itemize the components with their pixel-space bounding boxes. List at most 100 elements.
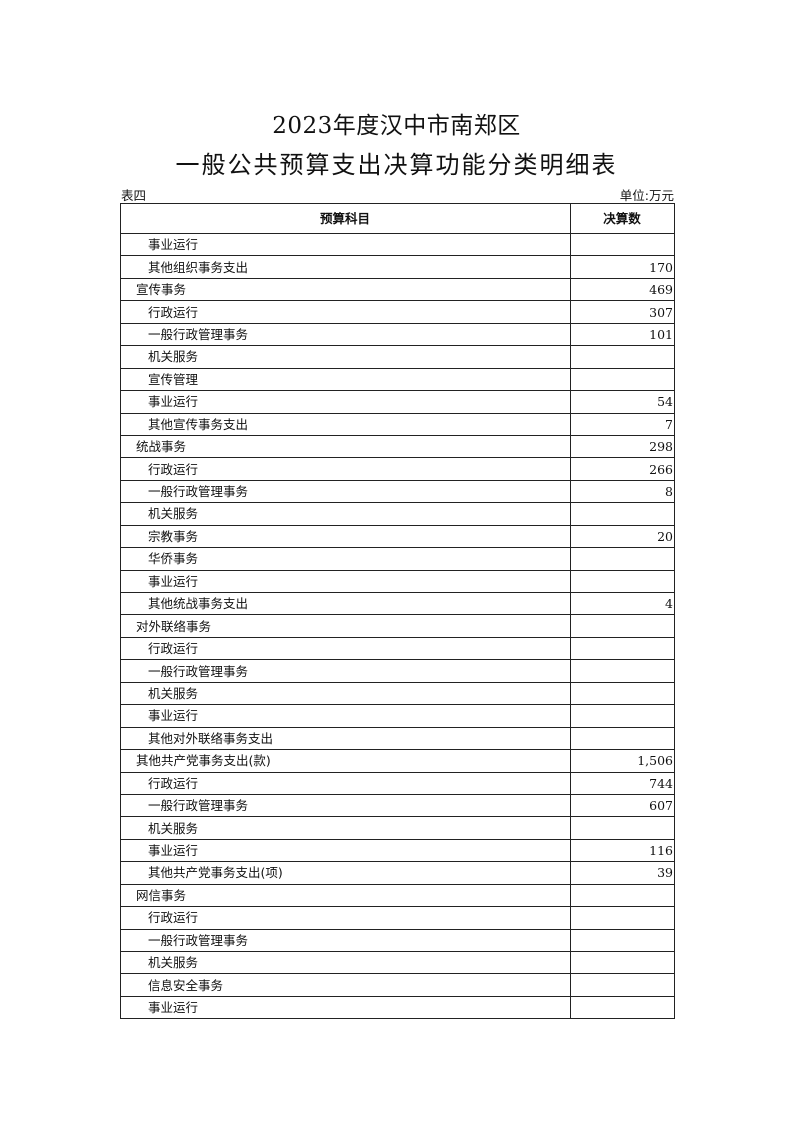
table-row: 机关服务: [120, 502, 675, 526]
row-amount: 170: [570, 255, 675, 279]
row-amount: [570, 681, 675, 706]
row-amount: [570, 928, 675, 953]
row-item-name: 机关服务: [120, 681, 571, 706]
table-row: 行政运行 744: [120, 771, 675, 795]
row-amount: [570, 569, 675, 594]
table-row: 机关服务: [120, 345, 675, 369]
row-amount: 8: [570, 479, 675, 504]
row-item-name: 一般行政管理事务: [120, 659, 571, 683]
document-title: 2023年度汉中市南郑区: [272, 113, 521, 139]
row-amount: [570, 502, 675, 526]
row-item-name: 行政运行: [120, 457, 571, 481]
row-item-name: 其他共产党事务支出(款): [120, 749, 571, 773]
row-item-name: 其他共产党事务支出(项): [120, 861, 571, 885]
row-item-name: 一般行政管理事务: [120, 479, 571, 504]
row-amount: 266: [570, 457, 675, 481]
table-row: 事业运行 54: [120, 390, 675, 414]
table-row: 其他宣传事务支出 7: [120, 412, 675, 436]
row-amount: 298: [570, 434, 675, 459]
row-amount: 116: [570, 838, 675, 863]
document-subtitle: 一般公共预算支出决算功能分类明细表: [175, 151, 618, 179]
table-row: 其他对外联络事务支出: [120, 726, 675, 751]
table-row: 行政运行 266: [120, 457, 675, 481]
row-item-name: 网信事务: [120, 883, 571, 908]
table-row: 一般行政管理事务: [120, 659, 675, 683]
row-item-name: 行政运行: [120, 771, 571, 795]
table-row: 事业运行: [120, 704, 675, 728]
table-row: 统战事务 298: [120, 434, 675, 459]
table-row: 事业运行: [120, 995, 675, 1020]
row-amount: [570, 726, 675, 751]
table-row: 其他组织事务支出 170: [120, 255, 675, 279]
table-row: 机关服务: [120, 816, 675, 840]
row-amount: [570, 659, 675, 683]
row-amount: [570, 883, 675, 908]
table-header-row: 预算科目 决算数: [120, 203, 675, 234]
row-item-name: 事业运行: [120, 569, 571, 594]
table-row: 其他共产党事务支出(项) 39: [120, 861, 675, 885]
row-amount: [570, 547, 675, 571]
row-amount: 101: [570, 322, 675, 347]
row-item-name: 机关服务: [120, 816, 571, 840]
row-item-name: 其他统战事务支出: [120, 591, 571, 616]
row-amount: [570, 816, 675, 840]
table-row: 一般行政管理事务: [120, 928, 675, 953]
table-row: 宣传事务 469: [120, 277, 675, 302]
row-amount: [570, 232, 675, 257]
row-amount: [570, 704, 675, 728]
row-item-name: 事业运行: [120, 390, 571, 414]
row-item-name: 行政运行: [120, 636, 571, 661]
row-amount: [570, 950, 675, 975]
row-item-name: 宣传管理: [120, 367, 571, 392]
table-row: 行政运行: [120, 636, 675, 661]
row-item-name: 统战事务: [120, 434, 571, 459]
row-item-name: 一般行政管理事务: [120, 793, 571, 818]
table-row: 行政运行: [120, 906, 675, 930]
row-item-name: 事业运行: [120, 232, 571, 257]
row-amount: 4: [570, 591, 675, 616]
row-amount: [570, 345, 675, 369]
row-amount: [570, 906, 675, 930]
row-amount: 307: [570, 300, 675, 324]
row-item-name: 华侨事务: [120, 547, 571, 571]
table-row: 宗教事务 20: [120, 524, 675, 549]
row-amount: [570, 973, 675, 997]
row-item-name: 其他组织事务支出: [120, 255, 571, 279]
row-amount: 1,506: [570, 749, 675, 773]
row-item-name: 机关服务: [120, 345, 571, 369]
row-item-name: 事业运行: [120, 838, 571, 863]
expenditure-table: 预算科目 决算数 事业运行 其他组织事务支出 170 宣传事务 469 行政运行 307 一般…: [120, 203, 675, 1020]
table-row: 对外联络事务: [120, 614, 675, 638]
row-item-name: 其他对外联络事务支出: [120, 726, 571, 751]
table-row: 宣传管理: [120, 367, 675, 392]
table-row: 事业运行: [120, 569, 675, 594]
table-row: 一般行政管理事务 8: [120, 479, 675, 504]
table-row: 一般行政管理事务 101: [120, 322, 675, 347]
table-row: 信息安全事务: [120, 973, 675, 997]
table-row: 其他统战事务支出 4: [120, 591, 675, 616]
column-header-amount: 决算数: [570, 203, 675, 234]
row-item-name: 事业运行: [120, 995, 571, 1020]
table-row: 机关服务: [120, 950, 675, 975]
row-amount: 7: [570, 412, 675, 436]
row-amount: 54: [570, 390, 675, 414]
row-amount: [570, 636, 675, 661]
row-amount: 607: [570, 793, 675, 818]
row-item-name: 一般行政管理事务: [120, 322, 571, 347]
table-row: 机关服务: [120, 681, 675, 706]
row-item-name: 对外联络事务: [120, 614, 571, 638]
table-row: 华侨事务: [120, 547, 675, 571]
table-row: 网信事务: [120, 883, 675, 908]
table-row: 事业运行: [120, 232, 675, 257]
row-item-name: 事业运行: [120, 704, 571, 728]
row-amount: 20: [570, 524, 675, 549]
row-item-name: 机关服务: [120, 502, 571, 526]
row-item-name: 其他宣传事务支出: [120, 412, 571, 436]
row-item-name: 信息安全事务: [120, 973, 571, 997]
row-amount: [570, 995, 675, 1020]
table-row: 事业运行 116: [120, 838, 675, 863]
row-item-name: 宣传事务: [120, 277, 571, 302]
row-item-name: 行政运行: [120, 300, 571, 324]
unit-label: 单位:万元: [619, 188, 674, 203]
row-item-name: 一般行政管理事务: [120, 928, 571, 953]
